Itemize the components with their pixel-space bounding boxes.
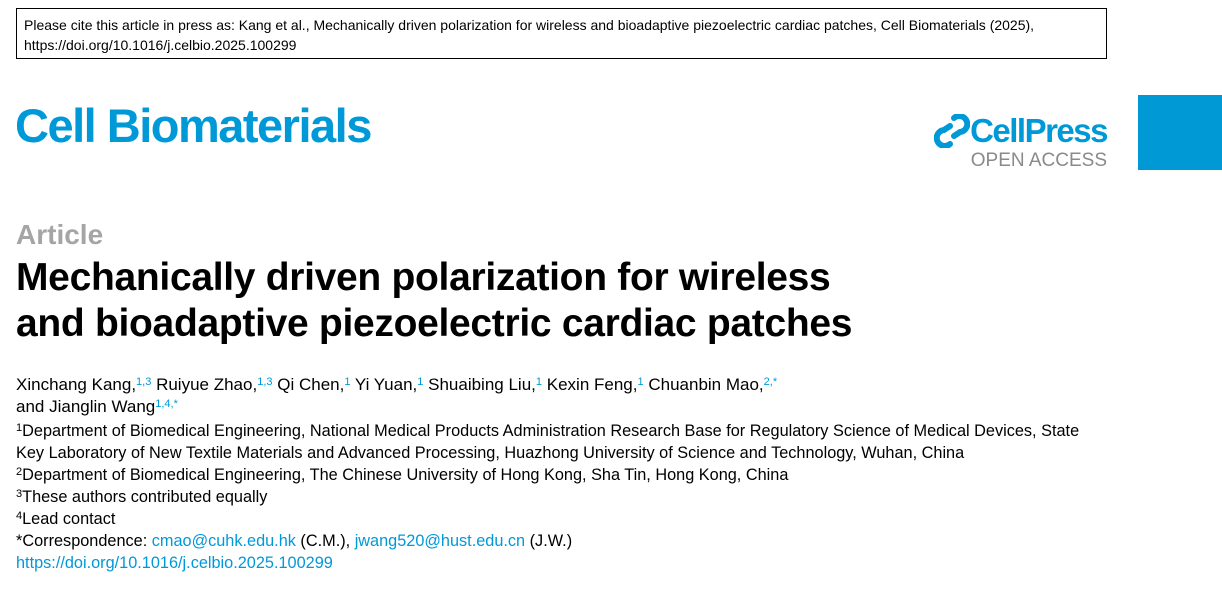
title-line: Mechanically driven polarization for wir… bbox=[16, 256, 831, 299]
affiliation: 2Department of Biomedical Engineering, T… bbox=[16, 466, 789, 484]
cellpress-logo-icon bbox=[934, 114, 971, 148]
author: Shuaibing Liu,1 bbox=[428, 375, 543, 394]
citation-notice: Please cite this article in press as: Ka… bbox=[24, 17, 1035, 53]
author: Chuanbin Mao,2,* bbox=[648, 375, 778, 394]
affiliation: 3These authors contributed equally bbox=[16, 488, 268, 506]
affiliation: 1Department of Biomedical Engineering, N… bbox=[16, 422, 1080, 462]
publisher-name: CellPress bbox=[970, 112, 1108, 149]
open-access-label: OPEN ACCESS bbox=[970, 150, 1107, 171]
author: and Jianglin Wang1,4,* bbox=[16, 397, 178, 416]
brand-color-block bbox=[1138, 95, 1222, 170]
author: Kexin Feng,1 bbox=[546, 375, 644, 394]
author: Ruiyue Zhao,1,3 bbox=[156, 375, 273, 394]
author: Xinchang Kang,1,3 bbox=[16, 375, 152, 394]
title-line: and bioadaptive piezoelectric cardiac pa… bbox=[16, 302, 853, 345]
affiliation: 4Lead contact bbox=[16, 510, 116, 528]
article-type: Article bbox=[16, 219, 104, 250]
email-link-jwang[interactable]: jwang520@hust.edu.cn bbox=[354, 532, 526, 550]
article-title: Mechanically driven polarization for wir… bbox=[16, 255, 1016, 347]
author: Yi Yuan,1 bbox=[354, 375, 424, 394]
cellpress-logo: CellPress OPEN ACCESS bbox=[925, 112, 1108, 172]
journal-title: Cell Biomaterials bbox=[15, 99, 372, 152]
correspondence: *Correspondence: cmao@cuhk.edu.hk (C.M.)… bbox=[16, 532, 573, 550]
email-link-cmao[interactable]: cmao@cuhk.edu.hk bbox=[151, 532, 296, 550]
doi-link[interactable]: https://doi.org/10.1016/j.celbio.2025.10… bbox=[16, 554, 333, 572]
citation-notice-box: Please cite this article in press as: Ka… bbox=[16, 8, 1107, 59]
affiliations: 1Department of Biomedical Engineering, N… bbox=[16, 420, 1111, 574]
author-list: Xinchang Kang,1,3 Ruiyue Zhao,1,3 Qi Che… bbox=[16, 374, 1116, 418]
author: Qi Chen,1 bbox=[277, 375, 351, 394]
